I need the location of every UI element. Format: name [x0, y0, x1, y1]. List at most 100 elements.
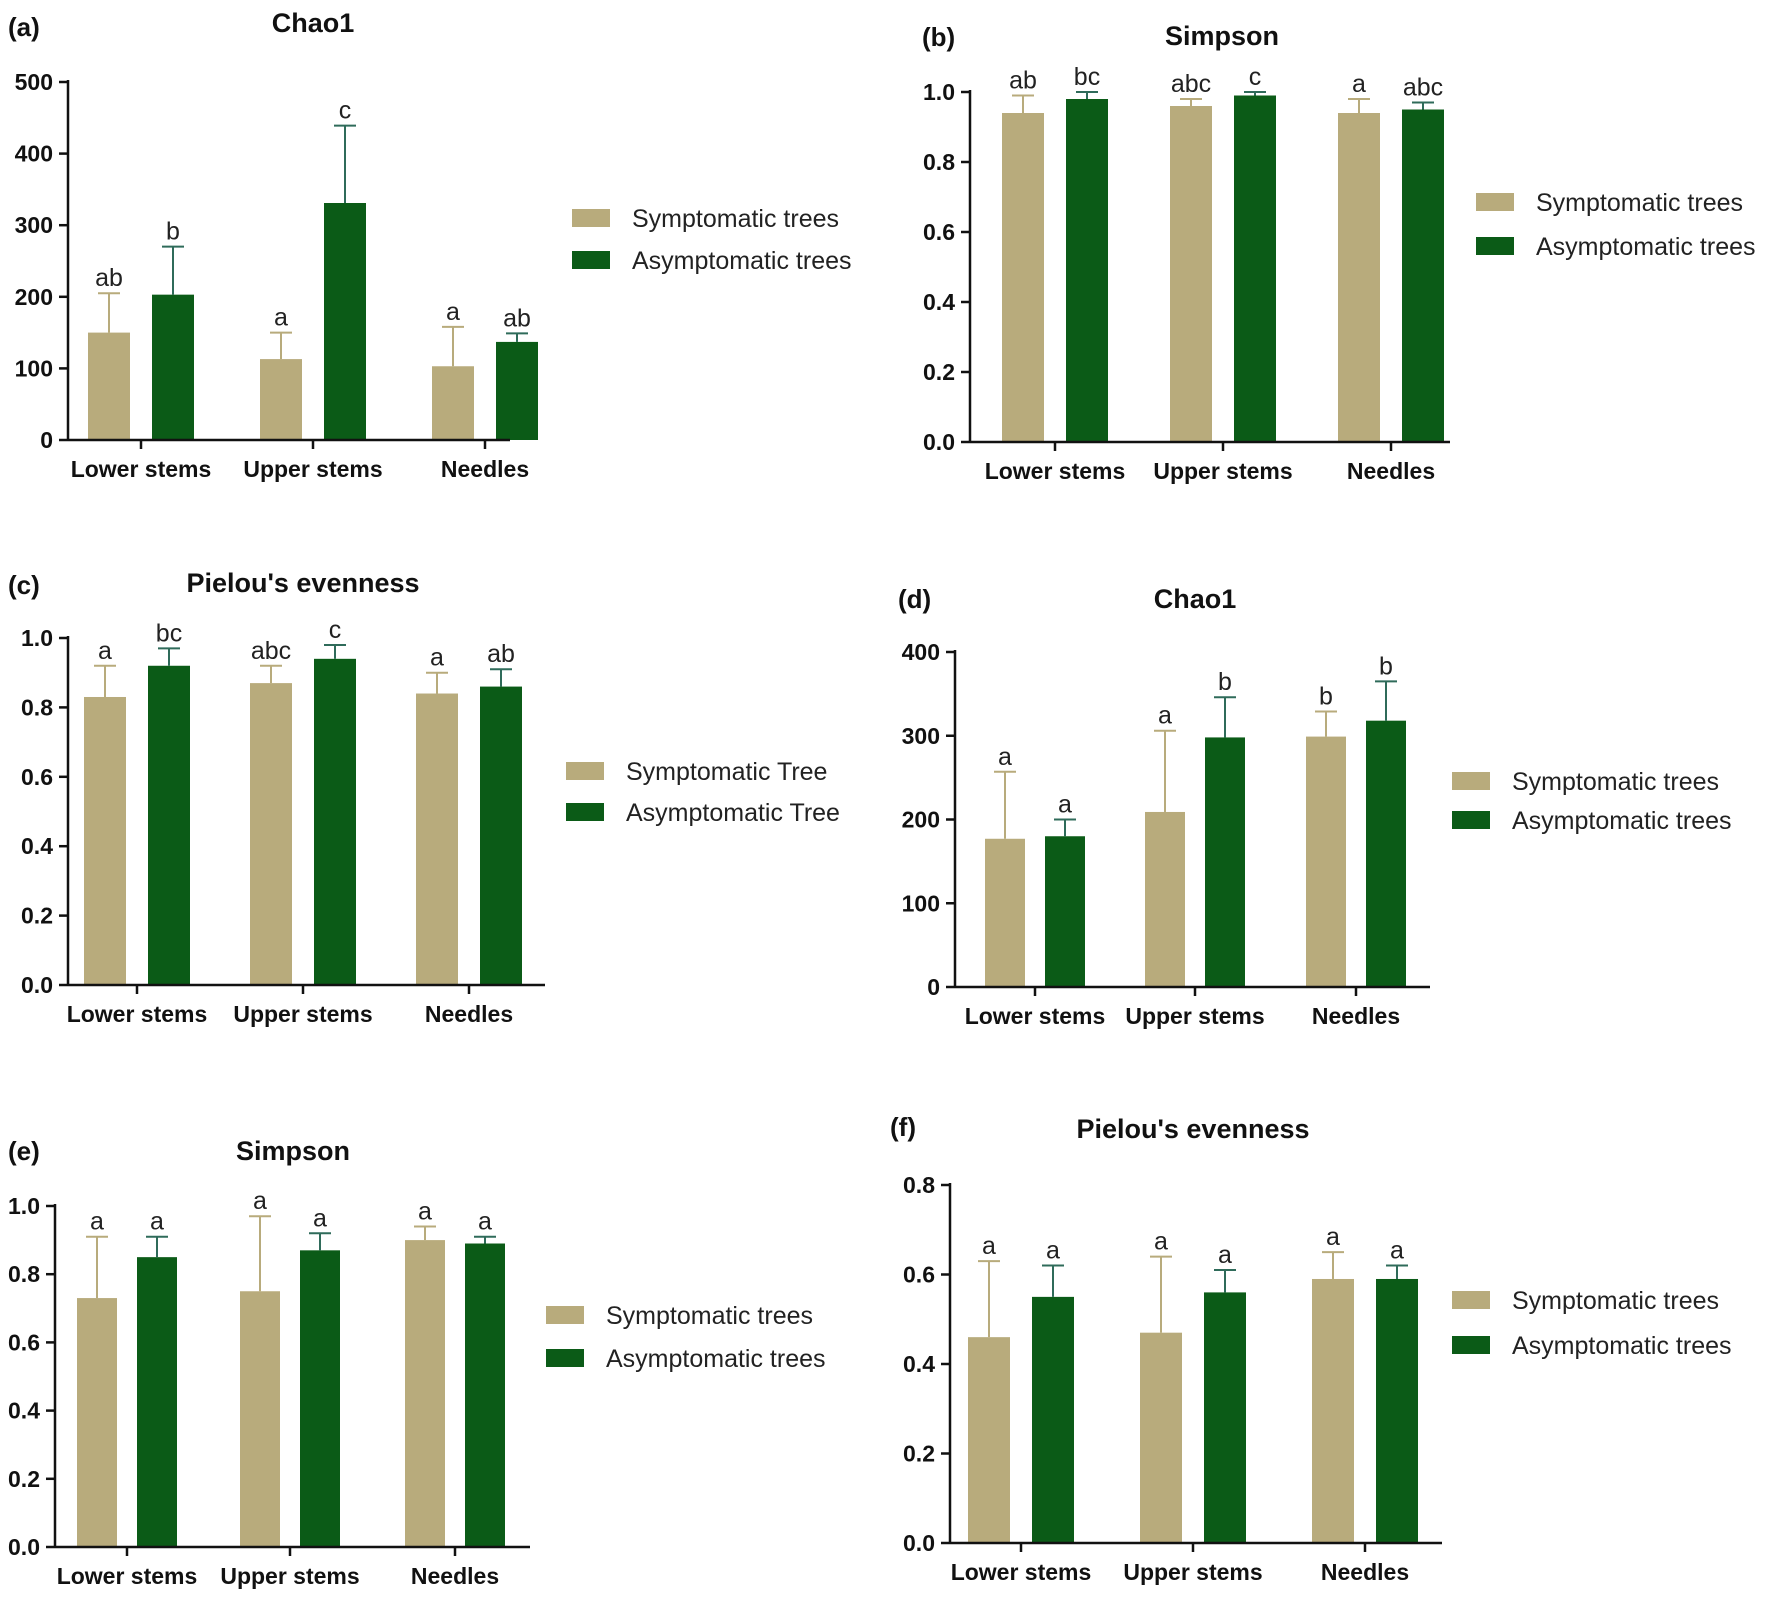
significance-label: a — [418, 1197, 432, 1225]
bar-symptomatic-trees-upper-stems — [260, 359, 302, 440]
bar-asymptomatic-trees-upper-stems — [300, 1250, 340, 1547]
error-bar — [86, 1235, 108, 1299]
bar-asymptomatic-trees-needles — [465, 1243, 505, 1547]
significance-label: bc — [156, 619, 182, 647]
bar-asymptomatic-trees-lower-stems — [1045, 836, 1085, 987]
bar-symptomatic-trees-lower-stems — [985, 838, 1025, 987]
panel-f: (f) Pielou's evenness a a a a a a 0.0 0.2 0.4 0.6 0.… — [890, 1112, 1732, 1585]
bar-asymptomatic-trees-needles — [496, 341, 538, 440]
legend-swatch — [572, 251, 610, 269]
bar-symptomatic-trees-upper-stems — [240, 1291, 280, 1547]
chart-title: Simpson — [236, 1136, 350, 1166]
bar-asymptomatic-tree-lower-stems — [148, 665, 190, 985]
error-bar — [1214, 696, 1236, 738]
y-tick-label: 0.4 — [923, 289, 955, 315]
legend: Symptomatic trees Asymptomatic trees — [1452, 1287, 1732, 1360]
y-tick-label: 0.6 — [8, 1329, 40, 1355]
x-tick-label: Lower stems — [67, 1001, 208, 1027]
y-tick-label: 300 — [902, 723, 940, 749]
y-tick-label: 0.0 — [21, 972, 53, 998]
significance-label: a — [1352, 70, 1366, 98]
error-bar — [1348, 98, 1370, 113]
legend-entry: Asymptomatic trees — [606, 1345, 826, 1373]
error-bar — [442, 325, 464, 367]
significance-label: a — [1058, 791, 1072, 819]
y-tick-label: 0.2 — [903, 1441, 935, 1467]
x-tick-label: Lower stems — [965, 1003, 1106, 1029]
error-bar — [1076, 91, 1098, 99]
legend-entry: Asymptomatic trees — [632, 247, 852, 275]
legend-entry: Symptomatic trees — [606, 1302, 813, 1330]
error-bar — [1375, 680, 1397, 721]
legend: Symptomatic trees Asymptomatic trees — [546, 1302, 826, 1373]
legend: Symptomatic trees Asymptomatic trees — [572, 205, 852, 275]
legend: Symptomatic trees Asymptomatic trees — [1476, 189, 1756, 261]
significance-label: a — [1158, 702, 1172, 730]
y-tick-label: 0.0 — [8, 1534, 40, 1560]
panel-label: (e) — [8, 1136, 40, 1166]
legend-entry: Asymptomatic trees — [1512, 807, 1732, 835]
legend-swatch — [566, 762, 604, 780]
bar-symptomatic-tree-upper-stems — [250, 683, 292, 985]
significance-label: a — [1390, 1237, 1404, 1265]
bar-asymptomatic-tree-upper-stems — [314, 658, 356, 985]
significance-label: c — [339, 97, 352, 125]
x-tick-label: Upper stems — [220, 1563, 359, 1589]
error-bar — [249, 1215, 271, 1292]
legend-swatch — [566, 803, 604, 821]
error-bar — [94, 664, 116, 697]
x-tick-label: Needles — [425, 1001, 513, 1027]
y-tick-label: 500 — [15, 69, 53, 95]
y-tick-label: 0.4 — [903, 1351, 935, 1377]
significance-label: bc — [1074, 63, 1100, 91]
error-bar — [146, 1235, 168, 1258]
y-tick-label: 0.4 — [21, 833, 53, 859]
significance-label: a — [430, 644, 444, 672]
legend-entry: Asymptomatic trees — [1512, 1332, 1732, 1360]
legend-entry: Symptomatic Tree — [626, 758, 827, 786]
error-bar — [1154, 729, 1176, 812]
bar-asymptomatic-trees-needles — [1402, 109, 1444, 442]
significance-label: ab — [487, 640, 515, 668]
y-tick-label: 0.2 — [923, 359, 955, 385]
x-tick-label: Upper stems — [243, 456, 382, 482]
y-tick-label: 0.8 — [923, 149, 955, 175]
bar-symptomatic-trees-needles — [1306, 736, 1346, 987]
bar-asymptomatic-trees-needles — [1366, 720, 1406, 987]
x-tick-label: Upper stems — [1125, 1003, 1264, 1029]
y-tick-label: 0.2 — [8, 1466, 40, 1492]
legend-swatch — [1452, 772, 1490, 790]
significance-label: ab — [95, 264, 123, 292]
legend-swatch — [546, 1306, 584, 1324]
y-tick-label: 1.0 — [21, 625, 53, 651]
error-bar — [1412, 101, 1434, 110]
chart-title: Pielou's evenness — [1076, 1114, 1309, 1144]
significance-label: b — [166, 218, 180, 246]
legend-entry: Asymptomatic trees — [1536, 233, 1756, 261]
error-bar — [1150, 1255, 1172, 1333]
y-tick-label: 0.0 — [903, 1530, 935, 1556]
significance-label: a — [1218, 1241, 1232, 1269]
bar-symptomatic-trees-lower-stems — [1002, 113, 1044, 442]
legend-swatch — [1476, 237, 1514, 255]
significance-label: a — [1046, 1237, 1060, 1265]
y-tick-label: 0.8 — [903, 1172, 935, 1198]
bar-asymptomatic-trees-upper-stems — [1234, 95, 1276, 442]
legend-swatch — [1476, 193, 1514, 211]
bar-asymptomatic-trees-upper-stems — [324, 203, 366, 440]
significance-label: a — [98, 637, 112, 665]
legend-entry: Asymptomatic Tree — [626, 799, 840, 827]
legend: Symptomatic Tree Asymptomatic Tree — [566, 758, 840, 827]
x-tick-label: Lower stems — [57, 1563, 198, 1589]
bar-asymptomatic-trees-lower-stems — [152, 294, 194, 440]
significance-label: ab — [503, 304, 531, 332]
bar-symptomatic-trees-needles — [1338, 113, 1380, 442]
error-bar — [1012, 94, 1034, 113]
bar-symptomatic-trees-upper-stems — [1145, 811, 1185, 987]
x-tick-label: Upper stems — [1153, 458, 1292, 484]
error-bar — [334, 124, 356, 204]
bar-symptomatic-trees-lower-stems — [88, 332, 130, 440]
error-bar — [474, 1235, 496, 1244]
